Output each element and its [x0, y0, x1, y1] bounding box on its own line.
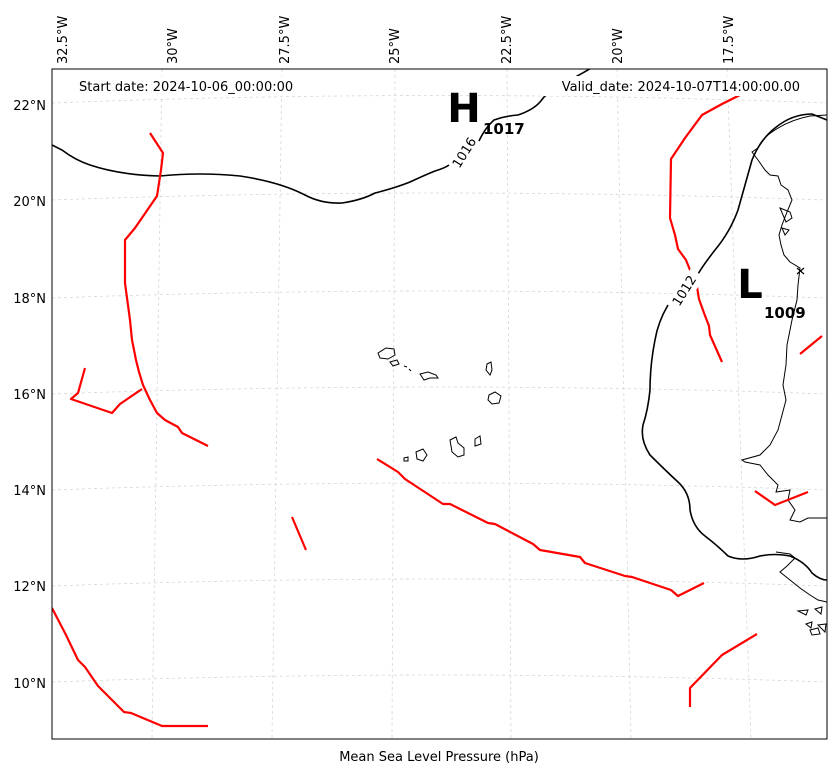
front-d	[52, 607, 208, 728]
lat-tick-label: 12°N	[13, 580, 46, 595]
lon-tick-label: 27.5°W	[278, 16, 293, 64]
front-b	[69, 367, 143, 415]
front-c	[290, 516, 308, 551]
parallel-10n	[52, 674, 827, 683]
island-sao-nicolau	[419, 371, 439, 381]
front-a	[123, 132, 209, 447]
lat-tick-label: 20°N	[13, 195, 46, 210]
fronts	[52, 94, 823, 728]
lon-tick-label: 22.5°W	[500, 16, 515, 64]
isobar-1016-west	[52, 144, 450, 204]
cape-verde-islands	[377, 347, 502, 462]
high-center-letter: H	[447, 86, 480, 132]
parallel-20n	[52, 192, 827, 201]
latitude-axis: 22°N 20°N 18°N 16°N 14°N 12°N 10°N	[13, 99, 46, 692]
isobar-1012-south	[641, 304, 827, 581]
island-fogo	[415, 448, 428, 462]
island-santa-luzia	[403, 365, 408, 368]
meridian-27-5w	[271, 69, 283, 739]
lon-tick-label: 25°W	[388, 28, 403, 64]
high-center-value: 1017	[483, 120, 525, 138]
isobar-1012-north	[697, 113, 827, 275]
lat-tick-label: 22°N	[13, 99, 46, 114]
front-h	[754, 490, 809, 507]
meridian-20w	[616, 69, 632, 739]
valid-date-label: Valid_date: 2024-10-07T14:00:00.00	[562, 80, 800, 95]
front-i	[688, 633, 758, 707]
lat-tick-label: 10°N	[13, 677, 46, 692]
map-variable-label: Mean Sea Level Pressure (hPa)	[339, 750, 539, 765]
island-santiago	[449, 436, 465, 458]
lon-tick-label: 17.5°W	[722, 16, 737, 64]
graticule	[52, 69, 827, 739]
lat-tick-label: 14°N	[13, 484, 46, 499]
parallel-14n	[52, 482, 827, 491]
meridian-22-5w	[506, 69, 512, 739]
coastal-islets	[779, 207, 793, 236]
meridian-25w	[391, 69, 396, 739]
lon-tick-label: 20°W	[611, 28, 626, 64]
island-boa-vista	[487, 391, 502, 405]
low-center-value: 1009	[764, 304, 806, 322]
parallel-22n	[52, 95, 827, 104]
bijagos-islands	[796, 606, 827, 636]
island-islets	[408, 368, 412, 372]
island-maio	[474, 435, 482, 447]
lat-tick-label: 16°N	[13, 388, 46, 403]
city-marker	[796, 267, 805, 275]
meridian-30w	[151, 69, 163, 739]
start-date-label: Start date: 2024-10-06_00:00:00	[79, 80, 293, 95]
parallel-18n	[52, 290, 827, 299]
plot-area	[52, 69, 827, 739]
front-e	[376, 458, 705, 598]
longitude-axis: 32.5°W 30°W 27.5°W 25°W 22.5°W 20°W 17.5…	[56, 16, 737, 64]
island-santo-antao	[377, 347, 396, 360]
parallel-16n	[52, 386, 827, 395]
plot-frame	[51, 68, 828, 740]
lon-tick-label: 32.5°W	[56, 16, 71, 64]
island-brava	[403, 456, 409, 462]
front-f	[668, 94, 741, 363]
parallel-12n	[52, 578, 827, 587]
coastline-guinea	[775, 551, 827, 603]
lat-tick-label: 18°N	[13, 292, 46, 307]
lon-tick-label: 30°W	[166, 28, 181, 64]
island-sal	[485, 361, 493, 376]
low-center-letter: L	[737, 262, 763, 308]
front-g	[799, 335, 823, 355]
island-sao-vicente	[389, 359, 400, 367]
meridian-17-5w	[726, 69, 752, 739]
